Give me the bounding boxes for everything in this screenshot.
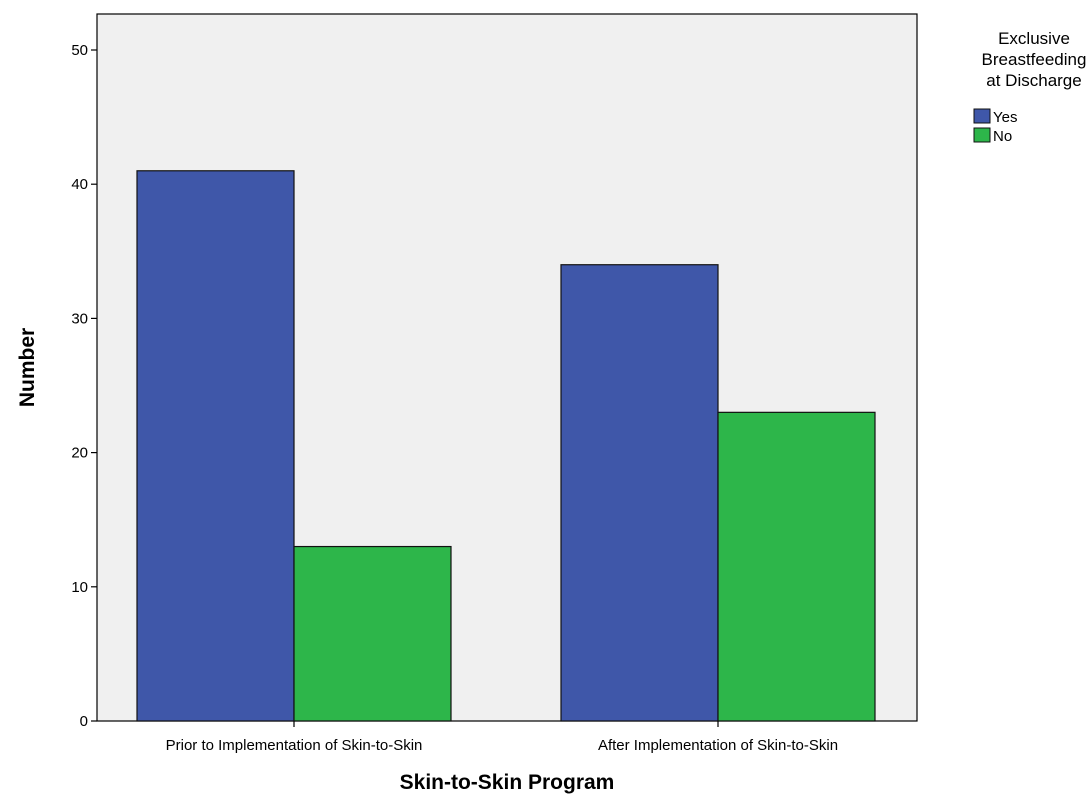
- legend-label-no: No: [993, 128, 1012, 145]
- legend-title-line-2: Breastfeeding: [982, 50, 1087, 69]
- legend-title-line-1: Exclusive: [998, 29, 1070, 48]
- y-axis-title: Number: [16, 328, 39, 407]
- legend: Exclusive Breastfeeding at Discharge Yes…: [973, 29, 1087, 145]
- y-tick-label: 40: [71, 176, 88, 193]
- y-tick-label: 10: [71, 579, 88, 596]
- y-tick-label: 20: [71, 445, 88, 462]
- x-category-label: Prior to Implementation of Skin-to-Skin: [166, 737, 423, 754]
- bars: [136, 170, 876, 722]
- bar-no-2: [717, 411, 876, 722]
- legend-swatch-yes: [973, 108, 991, 124]
- bar-yes-2: [560, 264, 719, 722]
- x-category-label: After Implementation of Skin-to-Skin: [598, 737, 838, 754]
- y-axis: 0 10 20 30 40 50: [71, 42, 97, 730]
- legend-label-yes: Yes: [993, 109, 1017, 126]
- x-axis: Prior to Implementation of Skin-to-Skin A…: [166, 721, 838, 754]
- y-tick-label: 30: [71, 310, 88, 327]
- bar-no-1: [293, 545, 452, 722]
- y-tick-label: 50: [71, 42, 88, 59]
- legend-swatch-no: [973, 127, 991, 143]
- y-tick-label: 0: [80, 713, 88, 730]
- legend-title-line-3: at Discharge: [986, 71, 1081, 90]
- bar-yes-1: [136, 170, 295, 722]
- legend-items: Yes No: [973, 108, 1017, 145]
- x-axis-title: Skin-to-Skin Program: [400, 771, 615, 794]
